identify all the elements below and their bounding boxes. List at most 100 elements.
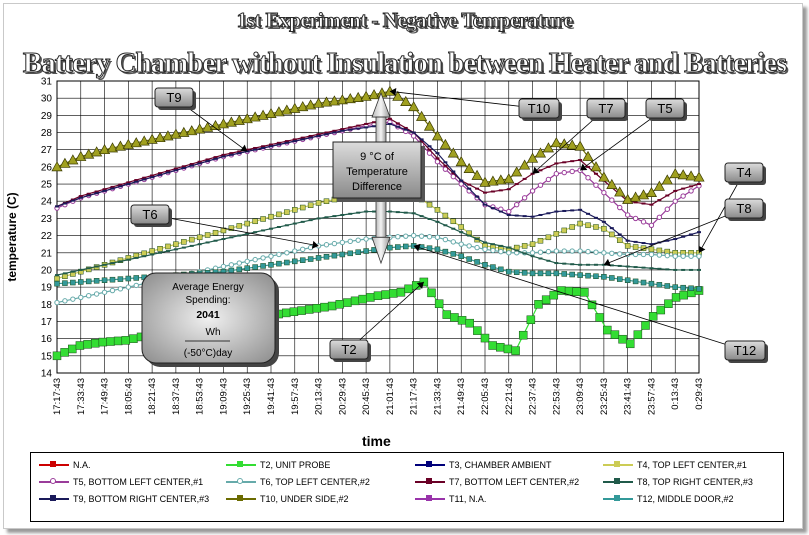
data-point — [423, 120, 436, 131]
data-point — [347, 250, 354, 257]
data-point — [537, 270, 544, 277]
data-point — [585, 248, 591, 255]
data-point — [253, 231, 258, 234]
data-point — [498, 244, 503, 247]
data-point — [356, 124, 361, 127]
data-point — [488, 341, 497, 350]
y-tick-label: 26 — [41, 162, 53, 173]
data-point — [553, 231, 560, 237]
difference-arrow-down — [371, 236, 391, 265]
data-point — [55, 274, 59, 277]
data-point — [455, 156, 467, 167]
data-point — [395, 125, 400, 128]
data-point — [197, 162, 202, 165]
data-point — [609, 227, 614, 230]
legend-label: T5, BOTTOM LEFT CENTER,#1 — [73, 477, 204, 487]
data-point — [609, 250, 615, 257]
x-tick-label: 18:53:43 — [195, 378, 206, 415]
data-point — [324, 133, 329, 136]
data-point — [526, 315, 536, 325]
data-point — [165, 169, 170, 172]
data-point — [339, 251, 346, 258]
data-point — [228, 267, 235, 274]
legend-label: T9, BOTTOM RIGHT CENTER,#3 — [73, 494, 210, 504]
data-point — [158, 251, 163, 254]
data-point — [450, 313, 459, 322]
data-point — [392, 90, 404, 101]
data-point — [482, 262, 488, 268]
legend-label: T7, BOTTOM LEFT CENTER,#2 — [449, 477, 580, 487]
data-point — [110, 187, 115, 190]
y-tick-label: 14 — [41, 369, 53, 380]
data-point — [419, 215, 424, 218]
data-point — [339, 239, 346, 246]
callout-t6: T6 — [130, 204, 319, 249]
callout-label: T10 — [528, 101, 550, 116]
data-point — [403, 126, 408, 129]
data-point — [94, 192, 99, 195]
data-point — [681, 235, 686, 238]
data-point — [292, 138, 297, 141]
data-point — [276, 251, 282, 258]
data-point — [252, 218, 258, 225]
data-point — [625, 339, 635, 349]
data-point — [297, 306, 306, 315]
callout-box — [724, 198, 764, 219]
data-point — [229, 153, 234, 156]
data-point — [514, 214, 519, 217]
x-tick-label: 22:53:43 — [551, 378, 562, 415]
data-point — [173, 248, 178, 251]
data-point — [373, 291, 383, 300]
data-point — [606, 178, 618, 189]
data-point — [117, 286, 124, 292]
data-point — [616, 237, 623, 243]
data-point — [366, 293, 375, 302]
legend-swatch — [415, 461, 445, 467]
legend-swatch — [603, 478, 633, 484]
data-point — [249, 111, 261, 122]
data-point — [664, 206, 670, 212]
data-point — [129, 334, 138, 343]
data-point — [94, 265, 99, 268]
data-point — [356, 127, 361, 130]
legend-label: T8, TOP RIGHT CENTER,#3 — [637, 477, 753, 487]
x-tick-label: 21:17:43 — [409, 378, 420, 415]
data-point — [282, 308, 291, 318]
data-point — [173, 241, 179, 247]
legend-swatch — [226, 461, 256, 467]
y-tick-label: 15 — [41, 351, 53, 362]
callout-arrowhead — [240, 144, 248, 152]
data-point — [75, 341, 85, 350]
data-point — [86, 293, 92, 299]
data-point — [490, 247, 496, 254]
data-point — [637, 189, 650, 200]
x-axis-label: time — [362, 433, 391, 449]
data-point — [609, 197, 615, 203]
data-point — [561, 271, 568, 277]
callout-t10: T10 — [389, 88, 562, 121]
data-point — [649, 203, 654, 206]
data-point — [578, 159, 583, 162]
data-point — [617, 264, 622, 267]
data-point — [689, 233, 694, 236]
data-point — [521, 243, 528, 249]
data-point — [442, 236, 449, 243]
data-point — [141, 250, 147, 257]
data-point — [281, 104, 293, 115]
data-point — [561, 227, 568, 234]
legend-label: T11, N.A. — [449, 494, 487, 504]
data-point — [364, 210, 369, 213]
data-point — [252, 264, 258, 270]
data-point — [403, 211, 408, 214]
data-point — [593, 172, 598, 175]
data-point — [408, 101, 420, 112]
data-point — [146, 133, 158, 144]
data-point — [545, 248, 552, 255]
data-point — [389, 289, 398, 298]
data-point — [130, 137, 142, 148]
data-point — [541, 295, 551, 304]
data-point — [566, 139, 578, 150]
data-point — [55, 205, 59, 208]
y-tick-label: 17 — [41, 317, 53, 328]
